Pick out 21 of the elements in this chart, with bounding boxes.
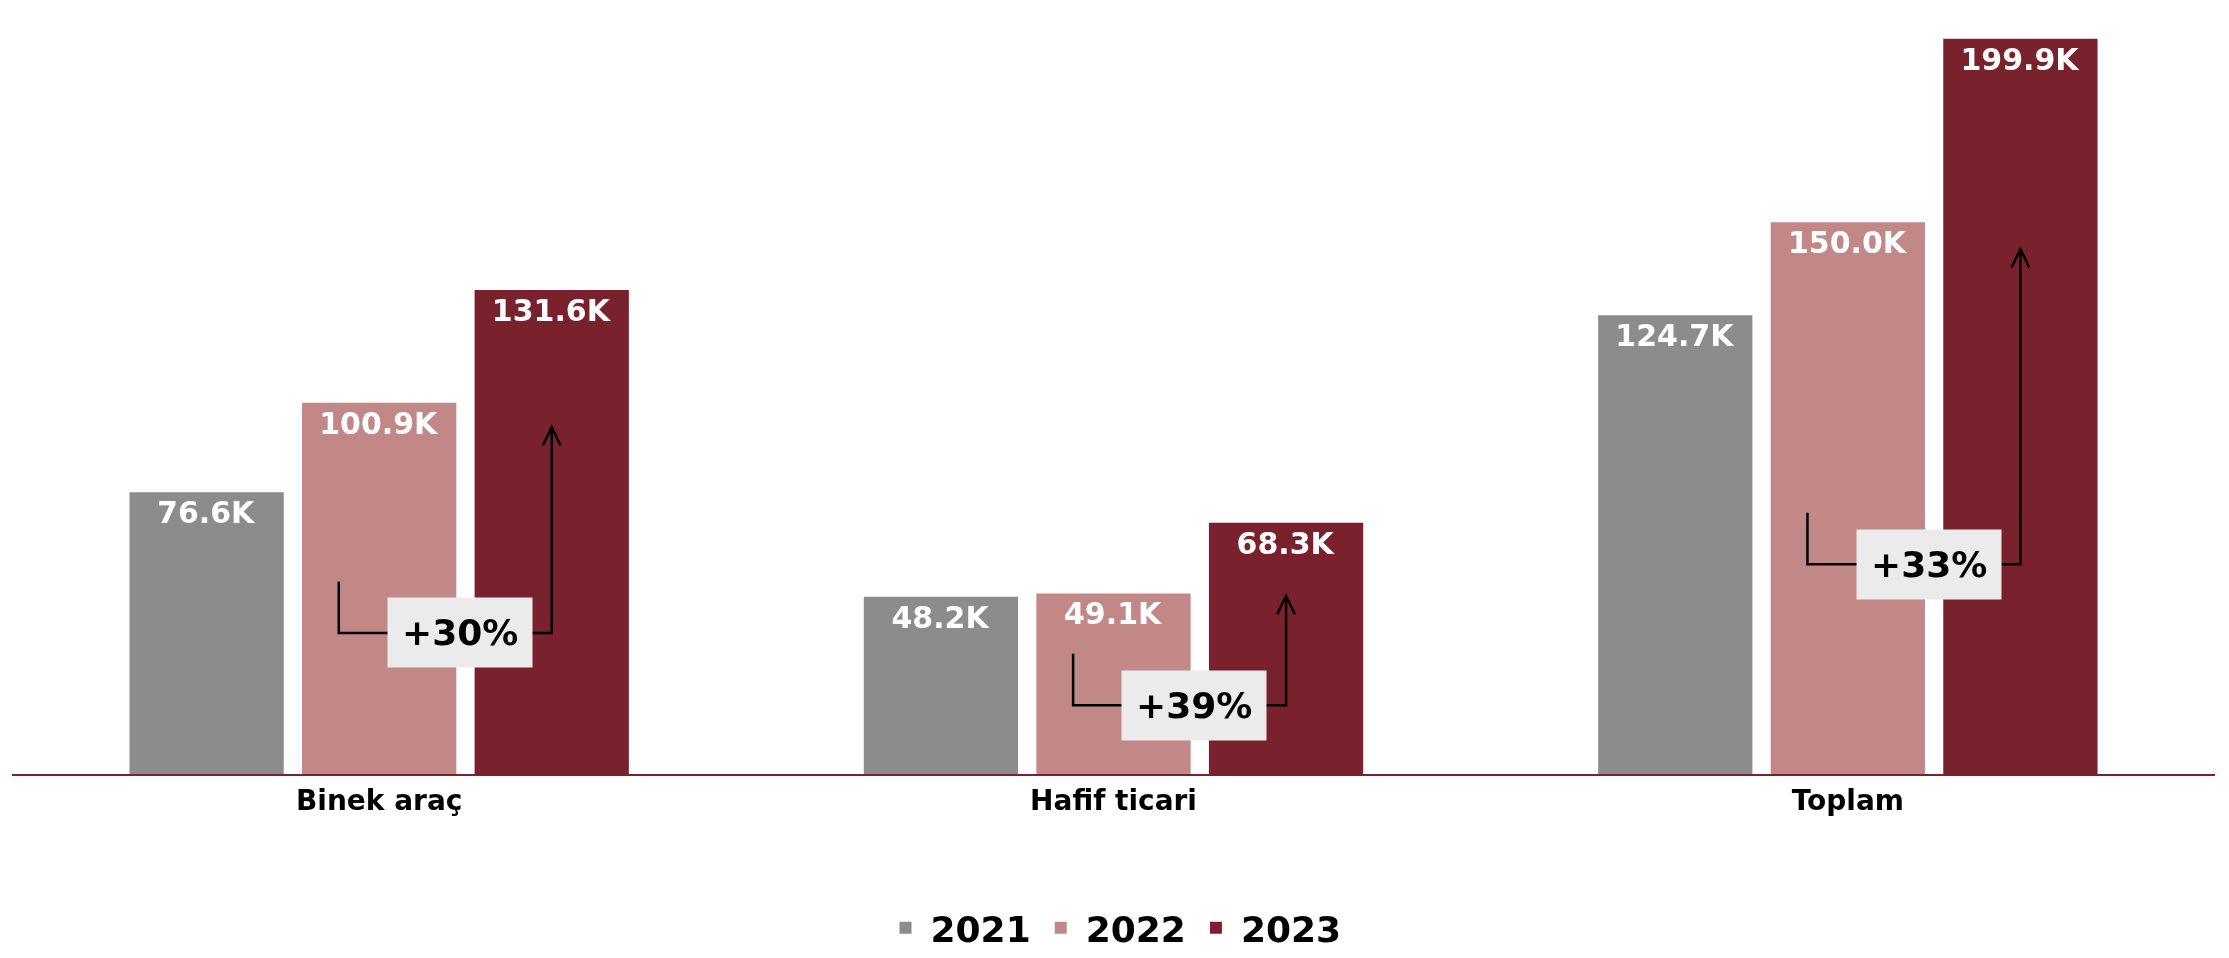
- data-label: 150.0K: [1787, 225, 1908, 261]
- data-label: 76.6K: [157, 495, 257, 531]
- annotation: +30%: [402, 612, 519, 653]
- bar: [1598, 315, 1753, 774]
- legend-label: 2021: [930, 908, 1031, 950]
- data-label: 68.3K: [1236, 525, 1336, 561]
- data-label: 100.9K: [319, 405, 440, 441]
- annotation: +33%: [1871, 544, 1988, 585]
- data-label: 49.1K: [1063, 596, 1164, 632]
- bar: [129, 492, 284, 774]
- data-label: 124.7K: [1615, 318, 1736, 354]
- x-tick-label: Toplam: [1791, 783, 1904, 817]
- data-label: 48.2K: [891, 599, 991, 635]
- data-label: 199.9K: [1960, 41, 2081, 77]
- bar: [863, 596, 1019, 774]
- legend-label: 2023: [1240, 908, 1342, 950]
- x-tick-label: Binek araç: [295, 783, 463, 817]
- data-label: 131.6K: [491, 292, 612, 328]
- x-tick-label: Hafif ticari: [1030, 783, 1197, 817]
- legend-label: 2022: [1085, 908, 1186, 950]
- annotation: +39%: [1136, 685, 1253, 726]
